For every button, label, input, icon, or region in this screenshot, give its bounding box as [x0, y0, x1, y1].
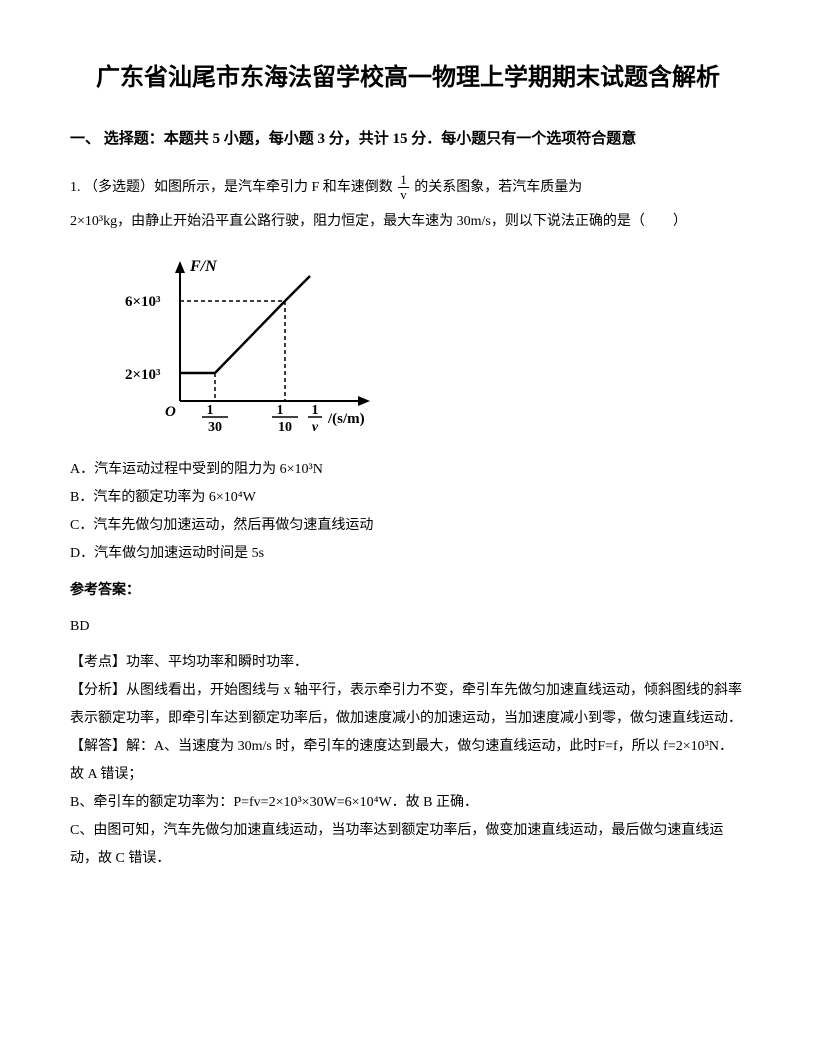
explanation-block: 【考点】功率、平均功率和瞬时功率． 【分析】从图线看出，开始图线与 x 轴平行，…	[70, 649, 746, 873]
page-title: 广东省汕尾市东海法留学校高一物理上学期期末试题含解析	[70, 60, 746, 96]
chart-ytick-high: 6×10³	[125, 294, 161, 310]
jieda-a: 【解答】解：A、当速度为 30m/s 时，牵引车的速度达到最大，做匀速直线运动，…	[70, 733, 746, 789]
force-velocity-chart: F/N 6×10³ 2×10³ O 1 30 1 10 1 v /(s/m)	[110, 251, 390, 431]
question-suffix: 的关系图象，若汽车质量为	[414, 180, 582, 195]
kaodian: 【考点】功率、平均功率和瞬时功率．	[70, 649, 746, 677]
jieda-b: B、牵引车的额定功率为：P=fv=2×10³×30W=6×10⁴W．故 B 正确…	[70, 789, 746, 817]
svg-text:v: v	[312, 420, 319, 431]
question-line-2: 2×10³kg，由静止开始沿平直公路行驶，阻力恒定，最大车速为 30m/s，则以…	[70, 208, 746, 236]
section-heading: 一、 选择题：本题共 5 小题，每小题 3 分，共计 15 分．每小题只有一个选…	[70, 126, 746, 153]
question-line-1: 1. （多选题）如图所示，是汽车牵引力 F 和车速倒数 1 v 的关系图象，若汽…	[70, 173, 746, 203]
option-a: A．汽车运动过程中受到的阻力为 6×10³N	[70, 456, 746, 484]
fenxi: 【分析】从图线看出，开始图线与 x 轴平行，表示牵引力不变，牵引车先做匀加速直线…	[70, 677, 746, 733]
svg-text:1: 1	[277, 403, 284, 418]
chart-xlabel: /(s/m)	[327, 411, 365, 427]
options-block: A．汽车运动过程中受到的阻力为 6×10³N B．汽车的额定功率为 6×10⁴W…	[70, 456, 746, 568]
chart-origin: O	[165, 404, 176, 420]
option-c: C．汽车先做匀加速运动，然后再做匀速直线运动	[70, 512, 746, 540]
question-number: 1.	[70, 180, 81, 195]
question-prefix: （多选题）如图所示，是汽车牵引力 F 和车速倒数	[84, 180, 393, 195]
svg-text:10: 10	[278, 420, 292, 431]
chart-ylabel: F/N	[189, 258, 218, 275]
svg-text:1: 1	[312, 403, 319, 418]
answer-value: BD	[70, 614, 746, 639]
svg-text:30: 30	[208, 420, 222, 431]
fraction-1-over-v: 1 v	[398, 173, 409, 203]
jieda-c: C、由图可知，汽车先做匀加速直线运动，当功率达到额定功率后，做变加速直线运动，最…	[70, 817, 746, 873]
answer-label: 参考答案：	[70, 578, 746, 603]
option-b: B．汽车的额定功率为 6×10⁴W	[70, 484, 746, 512]
svg-text:1: 1	[207, 403, 214, 418]
chart-container: F/N 6×10³ 2×10³ O 1 30 1 10 1 v /(s/m)	[110, 251, 746, 442]
chart-ytick-low: 2×10³	[125, 367, 161, 383]
option-d: D．汽车做匀加速运动时间是 5s	[70, 540, 746, 568]
